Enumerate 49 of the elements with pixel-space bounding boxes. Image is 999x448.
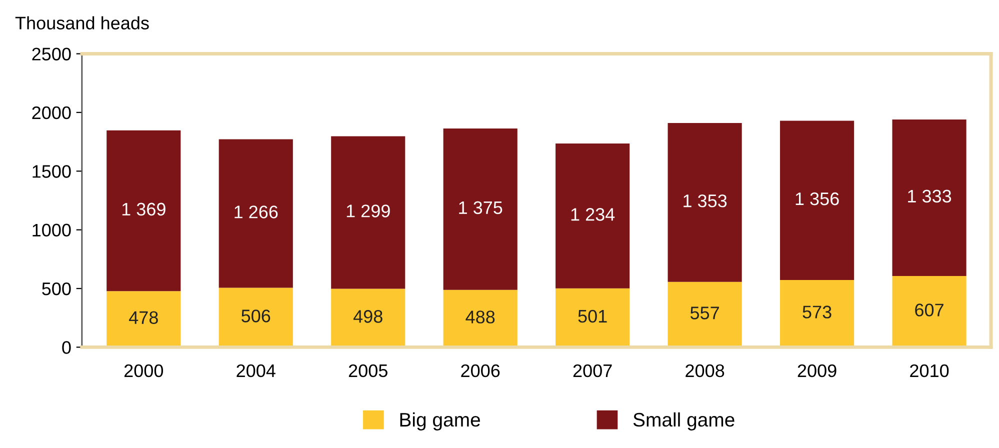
bar	[331, 136, 406, 289]
bar	[556, 288, 630, 348]
bar	[218, 139, 293, 288]
bar	[218, 288, 293, 348]
bar	[780, 280, 854, 348]
y-tick-label: 1500	[32, 165, 71, 178]
x-tick-label: 2010	[910, 364, 949, 378]
legend-label: Big game	[400, 412, 480, 430]
x-tick-label: 2006	[461, 364, 500, 378]
data-label: 1 299	[346, 204, 390, 218]
bar	[780, 120, 854, 280]
y-tick-label: 1000	[32, 224, 71, 237]
y-axis-title: Thousand heads	[15, 16, 149, 30]
data-label: 506	[242, 310, 270, 322]
data-label: 607	[915, 304, 944, 316]
bar	[106, 291, 181, 348]
data-label: 1 375	[459, 201, 502, 214]
bar	[106, 130, 181, 292]
x-tick-label: 2000	[124, 364, 164, 378]
data-label: 1 333	[908, 190, 952, 203]
data-label: 1 266	[234, 206, 278, 218]
bar	[668, 282, 742, 348]
y-tick-label: 0	[62, 341, 71, 354]
data-label: 1 356	[796, 192, 839, 206]
data-label: 501	[578, 310, 607, 323]
y-tick-label: 2000	[32, 106, 71, 120]
data-label: 1 369	[122, 202, 166, 216]
bar	[331, 288, 406, 348]
legend-label: Small game	[633, 412, 734, 430]
x-tick-label: 2008	[686, 364, 724, 378]
x-tick-label: 2004	[236, 364, 276, 378]
x-tick-label: 2005	[348, 364, 388, 378]
data-label: 498	[353, 310, 382, 323]
bar	[668, 123, 742, 282]
y-tick-label: 2500	[32, 48, 71, 60]
bar	[892, 276, 966, 348]
bar	[556, 144, 630, 288]
data-label: 1 234	[571, 208, 615, 221]
data-label: 557	[690, 306, 719, 320]
data-label: 488	[466, 310, 495, 324]
bar	[892, 119, 966, 276]
bar	[443, 128, 518, 290]
data-label: 1 353	[684, 194, 727, 208]
y-tick-label: 500	[42, 282, 71, 296]
data-label: 478	[129, 311, 158, 324]
data-label: 573	[802, 306, 832, 318]
x-tick-label: 2009	[798, 364, 836, 378]
bar	[443, 290, 518, 348]
x-tick-label: 2007	[573, 364, 612, 378]
